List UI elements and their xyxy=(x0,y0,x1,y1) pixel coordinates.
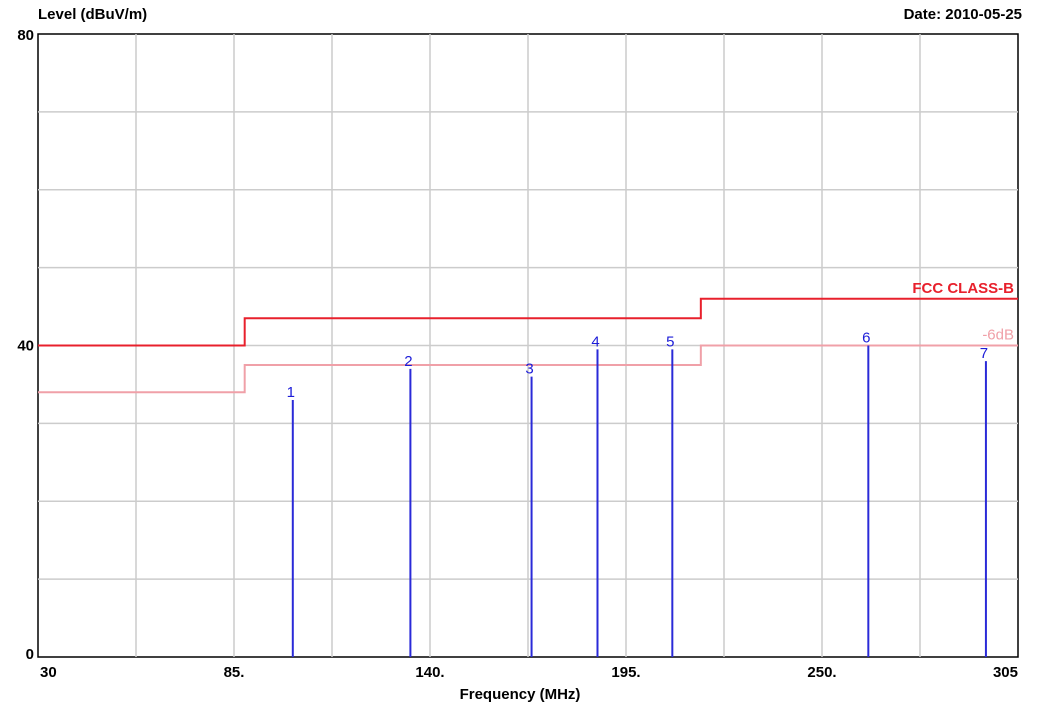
y-tick-label: 40 xyxy=(17,338,34,355)
marker-label: 1 xyxy=(287,384,295,401)
marker-label: 5 xyxy=(666,333,674,350)
x-tick-label: 85. xyxy=(224,664,245,681)
marker-label: 2 xyxy=(404,353,412,370)
markers: 1 2 3 4 5 6 7 xyxy=(287,330,988,657)
marker-label: 7 xyxy=(980,345,988,362)
limit-lines: FCC CLASS-B -6dB xyxy=(38,280,1018,394)
limit-line-label: -6dB xyxy=(982,327,1014,344)
limit-line xyxy=(38,297,1018,347)
x-tick-label: 30 xyxy=(40,664,57,681)
y-axis-title: Level (dBuV/m) xyxy=(38,6,148,23)
limit-line-label: FCC CLASS-B xyxy=(912,280,1014,297)
marker-label: 4 xyxy=(591,333,599,350)
x-tick-label: 250. xyxy=(807,664,836,681)
tick-labels: 30 85. 140. 195. 250. 305 0 40 80 xyxy=(17,27,1018,681)
marker-label: 3 xyxy=(525,361,533,378)
limit-line xyxy=(38,344,1018,394)
marker-label: 6 xyxy=(862,330,870,347)
y-tick-label: 0 xyxy=(26,646,34,663)
y-tick-label: 80 xyxy=(17,27,34,44)
x-tick-label: 305 xyxy=(993,664,1018,681)
x-axis-title: Frequency (MHz) xyxy=(459,686,581,703)
date-label: Date: 2010-05-25 xyxy=(903,6,1022,23)
x-tick-label: 140. xyxy=(415,664,444,681)
x-tick-label: 195. xyxy=(611,664,640,681)
grid xyxy=(38,34,1018,657)
